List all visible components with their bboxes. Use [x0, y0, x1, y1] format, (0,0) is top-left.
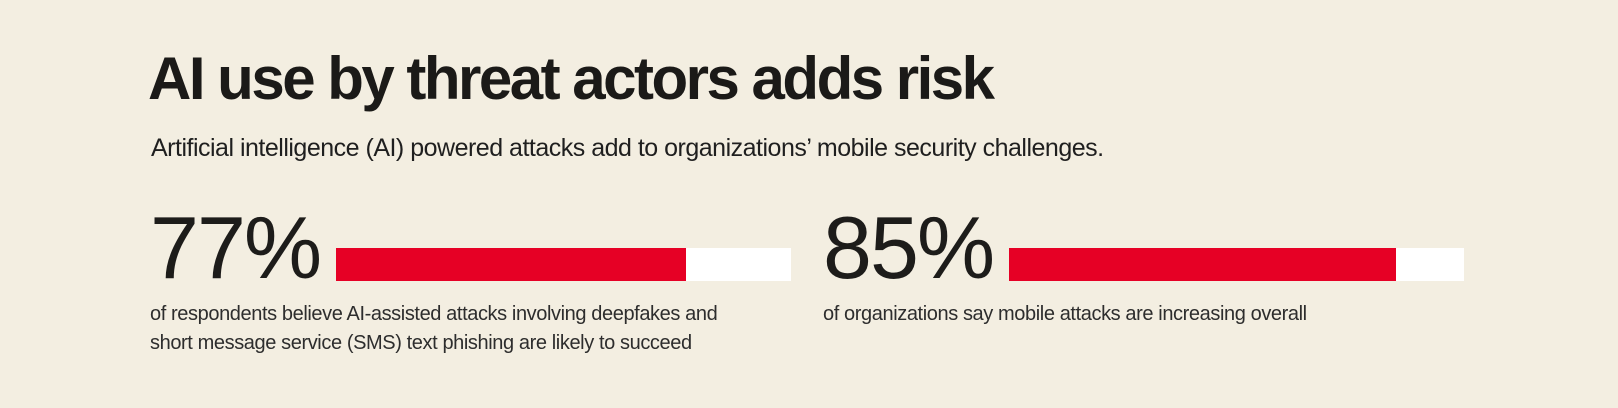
stat-ai-assisted-attacks-header: 77%: [150, 204, 823, 292]
stat-mobile-attacks-header: 85%: [823, 204, 1464, 292]
stat-description-77-line-2: short message service (SMS) text phishin…: [150, 332, 692, 354]
stats-row: 77% of respondents believe AI-assisted a…: [150, 204, 1464, 358]
page-title: AI use by threat actors adds risk: [148, 45, 995, 112]
progress-bar-fill-77: [336, 248, 687, 281]
stat-value-85: 85%: [823, 198, 995, 297]
stat-description-85: of organizations say mobile attacks are …: [823, 300, 1464, 329]
progress-bar-track-85: [1009, 248, 1464, 281]
stat-value-77: 77%: [150, 198, 322, 297]
progress-bar-track-77: [336, 248, 791, 281]
stat-description-77: of respondents believe AI-assisted attac…: [150, 300, 823, 358]
stat-description-77-line-1: of respondents believe AI-assisted attac…: [150, 303, 718, 325]
stat-description-85-line-1: of organizations say mobile attacks are …: [823, 303, 1307, 325]
stat-mobile-attacks-increasing: 85% of organizations say mobile attacks …: [823, 204, 1464, 358]
stat-ai-assisted-attacks: 77% of respondents believe AI-assisted a…: [150, 204, 823, 358]
page-subtitle: Artificial intelligence (AI) powered att…: [151, 134, 1104, 162]
progress-bar-fill-85: [1009, 248, 1396, 281]
